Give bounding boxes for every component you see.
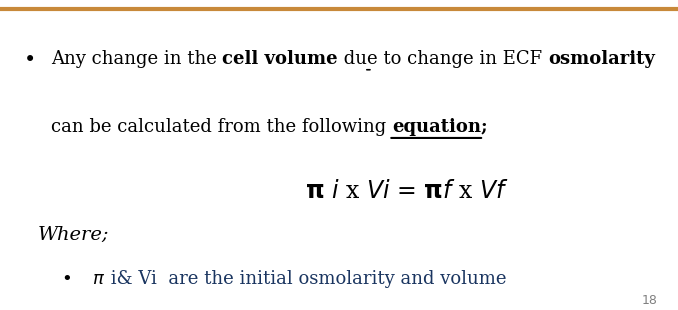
Text: •: •: [61, 270, 72, 288]
Text: i& Vi  are the initial osmolarity and volume: i& Vi are the initial osmolarity and vol…: [104, 270, 506, 288]
Text: cell volume: cell volume: [222, 50, 338, 68]
Text: •: •: [24, 50, 36, 70]
Text: Any change in the: Any change in the: [51, 50, 222, 68]
Text: $\mathbf{\pi}$$\mathit{\ i\ }$x $\mathit{Vi}$ = $\mathbf{\pi}$$\mathit{f\ }$x $\: $\mathbf{\pi}$$\mathit{\ i\ }$x $\mathit…: [305, 180, 508, 203]
Text: equation;: equation;: [392, 118, 487, 136]
Text: 18: 18: [642, 294, 658, 307]
Text: due to change in ECF: due to change in ECF: [338, 50, 548, 68]
Text: can be calculated from the following: can be calculated from the following: [51, 118, 392, 136]
Text: Where;: Where;: [37, 226, 108, 244]
Text: osmolarity: osmolarity: [548, 50, 655, 68]
Text: $\pi$: $\pi$: [92, 270, 104, 288]
